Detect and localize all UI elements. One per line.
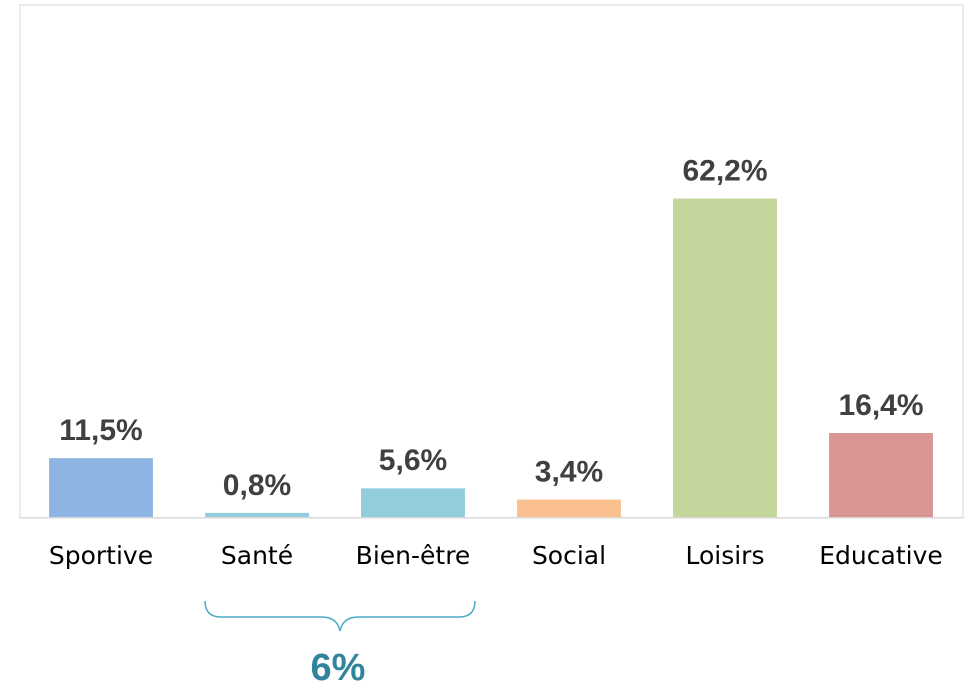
value-label: 3,4% — [535, 456, 603, 489]
plot-border — [19, 4, 964, 519]
bar — [361, 488, 465, 517]
bar — [517, 499, 621, 517]
x-tick-label: Educative — [819, 541, 943, 570]
value-label: 62,2% — [682, 154, 767, 187]
annotation: 6% — [311, 647, 366, 689]
value-label: 11,5% — [59, 414, 142, 447]
x-tick-label: Social — [532, 541, 606, 570]
value-label: 5,6% — [379, 444, 447, 477]
brace — [204, 600, 476, 632]
x-tick-label: Loisirs — [685, 541, 764, 570]
value-label: 0,8% — [223, 469, 291, 502]
x-tick-label: Bien-être — [356, 541, 471, 570]
x-tick-label: Sportive — [49, 541, 153, 570]
bar — [829, 433, 933, 517]
bar — [49, 458, 153, 517]
x-tick-label: Santé — [221, 541, 293, 570]
bar — [205, 512, 309, 517]
bar — [673, 198, 777, 517]
value-label: 16,4% — [838, 389, 923, 422]
